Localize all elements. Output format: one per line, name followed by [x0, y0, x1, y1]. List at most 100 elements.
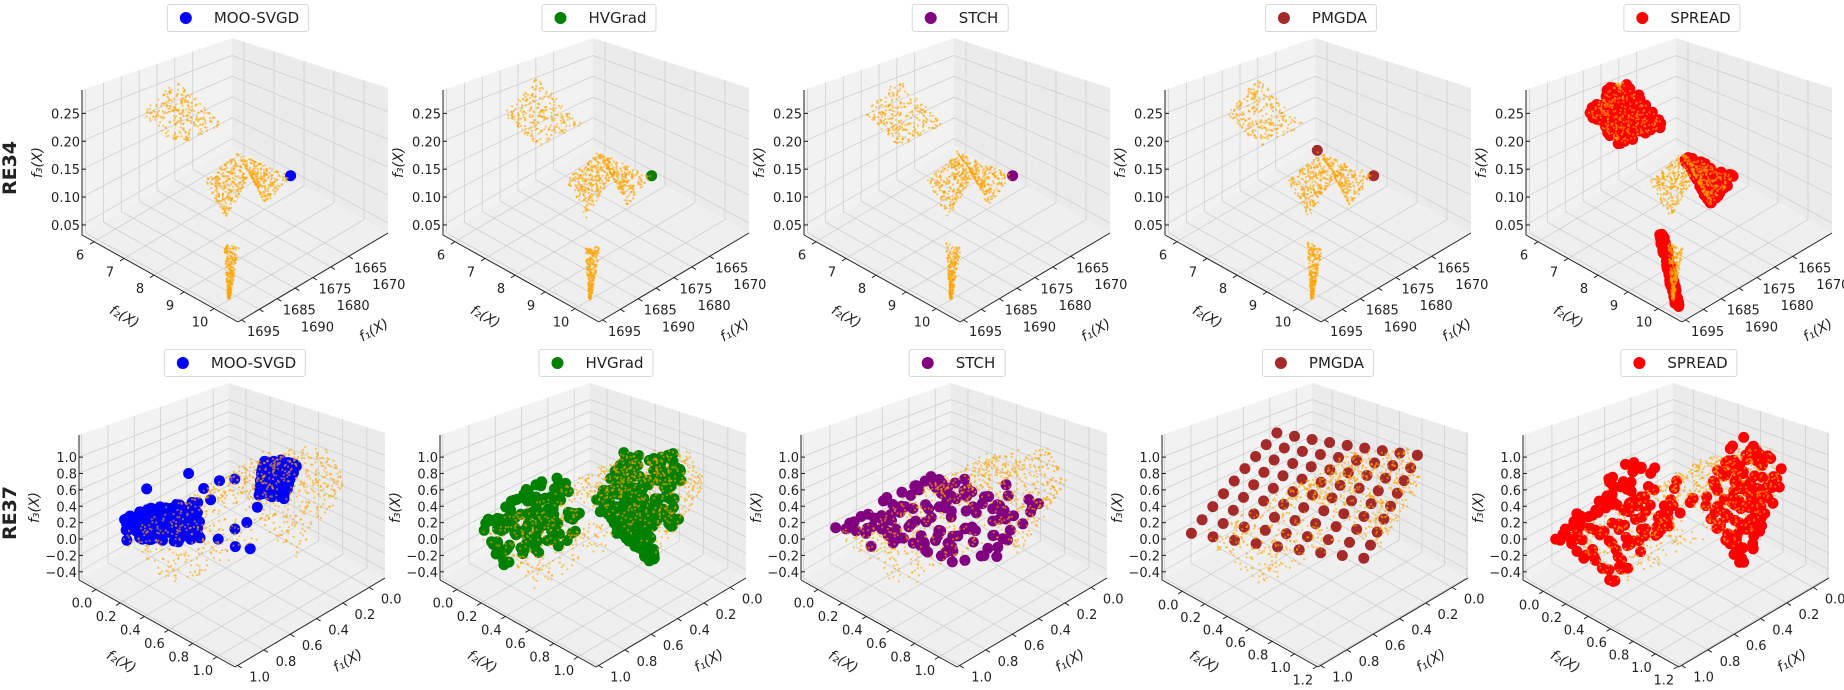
reference-point: [903, 105, 906, 108]
reference-point: [1309, 252, 1312, 255]
reference-point: [1311, 181, 1314, 184]
reference-point: [895, 93, 899, 97]
gridline: [442, 75, 594, 142]
reference-point: [587, 274, 590, 277]
reference-point: [955, 157, 958, 160]
reference-point: [943, 207, 946, 210]
reference-point: [224, 262, 227, 265]
reference-point: [1284, 119, 1287, 122]
gridline: [1221, 200, 1379, 289]
reference-point: [262, 171, 266, 174]
reference-point: [1301, 194, 1304, 197]
reference-point: [592, 179, 595, 182]
reference-point: [896, 91, 899, 94]
gridline: [1296, 219, 1448, 309]
tick-mark: [1413, 266, 1419, 270]
reference-point: [265, 167, 268, 170]
reference-point: [1235, 114, 1238, 117]
reference-point: [645, 177, 648, 180]
reference-point: [200, 110, 203, 113]
reference-point: [532, 137, 535, 140]
reference-point: [955, 268, 958, 271]
reference-point: [993, 174, 996, 177]
reference-point: [186, 100, 189, 104]
reference-point: [245, 159, 248, 163]
gridline: [482, 211, 639, 300]
f2-tick-label: 9: [1610, 299, 1618, 314]
reference-point: [587, 202, 590, 205]
reference-point: [518, 121, 521, 124]
reference-point: [233, 260, 236, 263]
reference-point: [524, 95, 527, 98]
reference-point: [1275, 97, 1278, 100]
reference-point: [935, 117, 938, 120]
f3-tick-label: 0.15: [51, 163, 80, 178]
tick-mark: [348, 255, 353, 260]
reference-point: [1326, 184, 1329, 187]
reference-point: [233, 268, 236, 271]
reference-point: [939, 122, 942, 126]
gridline: [464, 221, 621, 310]
reference-point: [227, 261, 230, 264]
reference-point: [890, 117, 893, 120]
reference-point: [234, 174, 237, 177]
reference-point: [1252, 94, 1255, 97]
reference-point: [1311, 172, 1314, 175]
reference-point: [935, 173, 938, 176]
reference-point: [543, 106, 546, 109]
reference-point: [241, 179, 244, 182]
reference-point: [238, 183, 241, 186]
gridline: [183, 202, 335, 293]
reference-point: [940, 204, 943, 207]
reference-point: [604, 185, 607, 188]
legend-label: MOO-SVGD: [213, 9, 300, 27]
reference-point: [1271, 95, 1274, 98]
reference-point: [947, 164, 951, 167]
reference-point: [936, 124, 939, 128]
f1-tick-label: 1685: [283, 304, 316, 319]
gridline: [953, 96, 1111, 168]
reference-point: [1336, 169, 1339, 172]
gridline: [953, 138, 1111, 224]
reference-point: [274, 190, 277, 193]
reference-point: [1318, 253, 1321, 256]
f3-axis-label: f₃(X): [1474, 147, 1490, 178]
legend-label: STCH: [958, 9, 999, 27]
gridline: [231, 75, 389, 140]
reference-point: [590, 203, 593, 206]
reference-point: [953, 271, 956, 274]
reference-point: [242, 182, 245, 185]
reference-point: [1307, 251, 1310, 254]
reference-point: [187, 106, 190, 109]
method-point: [1622, 82, 1634, 94]
reference-point: [899, 83, 902, 86]
reference-point: [1314, 275, 1317, 278]
reference-point: [1247, 88, 1250, 91]
reference-point: [961, 171, 964, 174]
reference-point: [532, 80, 535, 83]
reference-point: [958, 251, 962, 254]
reference-point: [218, 202, 221, 205]
reference-point: [599, 157, 602, 160]
reference-point: [574, 171, 578, 174]
reference-point: [226, 291, 229, 295]
tick-mark: [1533, 241, 1539, 245]
plot-re34-stch: 16651670167516801685169016956789100.050.…: [752, 38, 1127, 345]
reference-point: [262, 178, 265, 181]
gridline: [1525, 138, 1677, 226]
reference-point: [585, 260, 588, 264]
reference-point: [628, 179, 631, 182]
reference-point: [956, 164, 959, 167]
reference-point: [951, 206, 955, 209]
tick-mark: [1052, 266, 1058, 270]
reference-point: [979, 186, 982, 189]
reference-point: [1287, 123, 1290, 126]
reference-point: [1248, 110, 1251, 113]
reference-point: [960, 193, 963, 196]
reference-point: [1280, 112, 1283, 115]
reference-point: [954, 251, 957, 254]
reference-point: [929, 114, 932, 117]
reference-point: [1308, 247, 1311, 251]
reference-point: [880, 116, 883, 119]
reference-point: [633, 191, 636, 194]
